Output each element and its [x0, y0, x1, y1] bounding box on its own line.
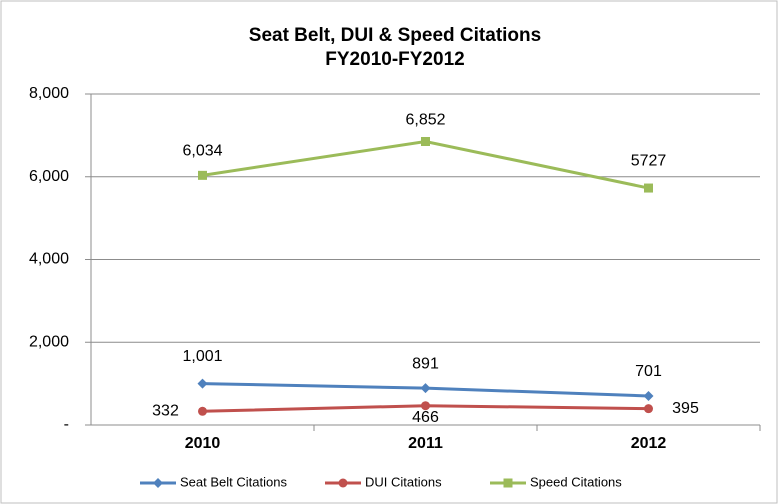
- data-point: [421, 401, 430, 411]
- data-label: 6,034: [182, 143, 222, 160]
- data-point: [198, 170, 207, 180]
- data-point: [197, 378, 208, 389]
- y-tick-label: -: [64, 416, 69, 433]
- x-tick-label: 2011: [408, 435, 443, 452]
- data-point: [420, 383, 431, 394]
- y-tick-label: 4,000: [29, 251, 69, 268]
- data-point: [644, 183, 653, 193]
- data-point: [644, 404, 653, 414]
- legend-marker: [153, 478, 163, 488]
- data-label: 5727: [631, 152, 667, 169]
- data-label: 466: [412, 409, 439, 426]
- chart-subtitle: FY2010-FY2012: [325, 49, 464, 70]
- data-label: 6,852: [405, 112, 445, 129]
- data-label: 1,001: [182, 348, 222, 365]
- data-label: 395: [672, 400, 699, 417]
- legend-marker: [338, 478, 348, 488]
- x-tick-label: 2010: [185, 435, 221, 452]
- data-label: 891: [412, 355, 439, 372]
- chart-title: Seat Belt, DUI & Speed Citations: [249, 25, 541, 46]
- y-tick-label: 2,000: [29, 333, 69, 350]
- x-tick-label: 2012: [631, 435, 667, 452]
- data-point: [643, 390, 654, 401]
- data-point: [421, 136, 430, 146]
- legend-label: Seat Belt Citations: [180, 474, 287, 489]
- data-point: [198, 406, 207, 416]
- legend-marker: [503, 478, 513, 488]
- legend-label: Speed Citations: [530, 474, 622, 489]
- data-label: 701: [635, 363, 662, 380]
- y-tick-label: 6,000: [29, 168, 69, 185]
- y-tick-label: 8,000: [29, 85, 69, 102]
- data-label: 332: [152, 402, 179, 419]
- legend-label: DUI Citations: [365, 474, 442, 489]
